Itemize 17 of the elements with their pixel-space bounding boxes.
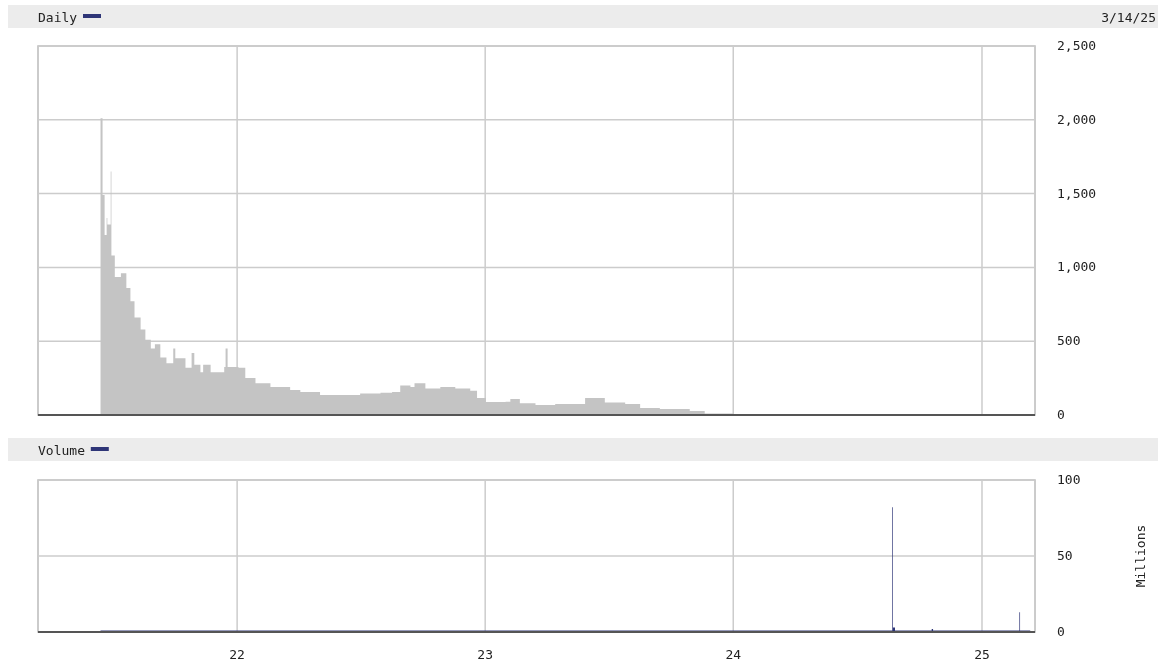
y-axis-title: Millions xyxy=(1133,524,1148,588)
chart-title: Volume xyxy=(38,443,86,458)
y-tick-label: 0 xyxy=(1057,407,1065,422)
y-tick-label: 500 xyxy=(1057,333,1081,349)
x-tick-label: 24 xyxy=(725,647,742,662)
y-tick-label: 100 xyxy=(1057,472,1081,487)
y-tick-label: 0 xyxy=(1057,624,1065,639)
y-tick-label: 50 xyxy=(1057,548,1073,563)
y-tick-label: 1,000 xyxy=(1057,259,1097,275)
chart-title: Daily xyxy=(38,10,78,25)
text: 3/14/25 xyxy=(1101,10,1156,25)
y-tick-label: 2,500 xyxy=(1057,38,1097,53)
y-tick-label: 1,500 xyxy=(1057,185,1097,201)
y-tick-label: 2,000 xyxy=(1057,111,1097,127)
x-tick-label: 23 xyxy=(477,647,494,662)
x-tick-label: 25 xyxy=(974,647,990,662)
x-tick-label: 22 xyxy=(229,647,245,662)
